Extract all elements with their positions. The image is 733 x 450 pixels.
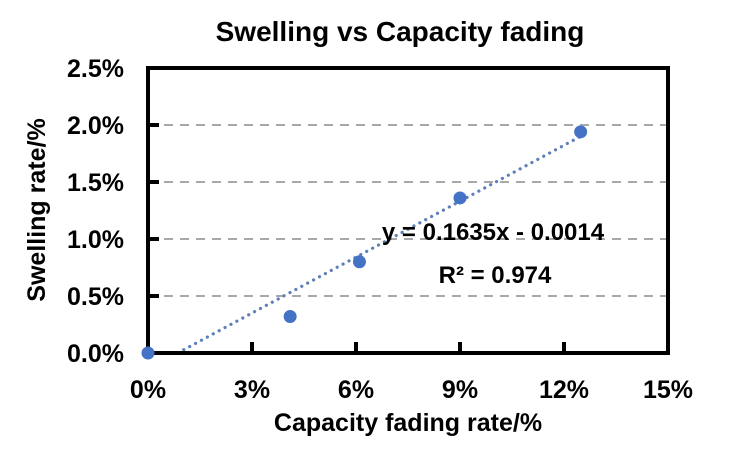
x-tick-label: 12%: [539, 376, 589, 404]
data-point: [283, 310, 297, 324]
plot-frame: [146, 66, 670, 355]
chart-title: Swelling vs Capacity fading: [215, 16, 585, 47]
data-point: [574, 125, 588, 139]
y-tick-label: 0.0%: [67, 340, 124, 368]
trendline-equation-label: y = 0.1635x - 0.0014: [381, 219, 605, 246]
data-point: [453, 191, 467, 205]
y-tick-label: 2.0%: [67, 112, 124, 140]
trendline-r-squared-label: R² = 0.974: [438, 262, 552, 289]
y-tick-label: 1.0%: [67, 226, 124, 254]
trendline: [176, 133, 585, 355]
data-point: [352, 255, 366, 269]
y-tick-label: 0.5%: [67, 283, 124, 311]
y-tick-label: 2.5%: [67, 55, 124, 83]
x-tick-label: 3%: [234, 376, 270, 404]
x-axis-title: Capacity fading rate/%: [273, 409, 543, 437]
x-tick-label: 9%: [442, 376, 478, 404]
y-tick-label: 1.5%: [67, 169, 124, 197]
data-point: [141, 346, 155, 360]
x-tick-label: 15%: [643, 376, 693, 404]
x-tick-label: 0%: [130, 376, 166, 404]
x-tick-label: 6%: [338, 376, 374, 404]
